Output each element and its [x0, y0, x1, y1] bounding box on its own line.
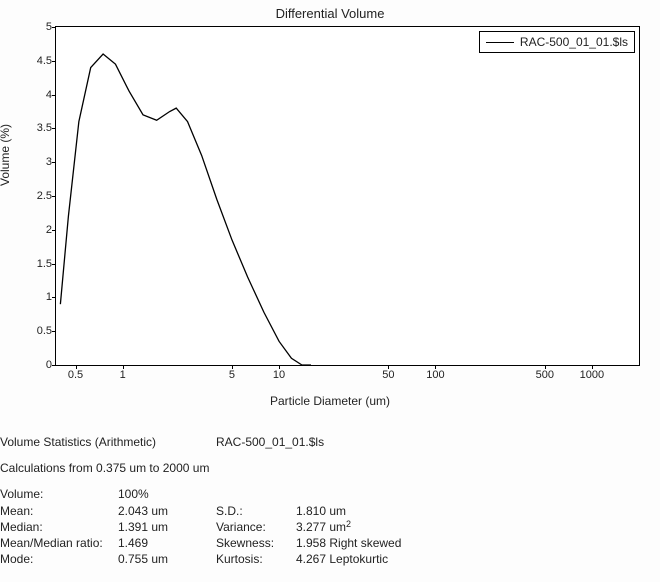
stats-header-file: RAC-500_01_01.$ls	[216, 434, 324, 450]
stat-label: Kurtosis:	[216, 551, 296, 567]
stat-label: S.D.:	[216, 503, 296, 519]
stats-calc-range: Calculations from 0.375 um to 2000 um	[0, 460, 654, 476]
stat-label: Median:	[0, 519, 118, 535]
stat-value: 0.755 um	[118, 551, 216, 567]
stat-value	[296, 486, 456, 502]
stat-label: Volume:	[0, 486, 118, 502]
chart-title: Differential Volume	[10, 6, 650, 21]
stats-row: Mode:0.755 umKurtosis:4.267 Leptokurtic	[0, 551, 654, 567]
stat-value: 4.267 Leptokurtic	[296, 551, 456, 567]
stat-label	[216, 486, 296, 502]
plot-area: RAC-500_01_01.$ls 00.511.522.533.544.550…	[55, 26, 640, 366]
y-axis-label: Volume (%)	[0, 124, 12, 186]
x-axis-label: Particle Diameter (um)	[10, 394, 650, 408]
chart-container: Differential Volume Volume (%) RAC-500_0…	[10, 6, 650, 406]
stat-value: 2.043 um	[118, 503, 216, 519]
stats-row: Median:1.391 umVariance:3.277 um2	[0, 519, 654, 535]
stat-label: Variance:	[216, 519, 296, 535]
stat-value: 1.469	[118, 535, 216, 551]
stat-value: 3.277 um2	[296, 519, 456, 535]
stats-row: Volume:100%	[0, 486, 654, 502]
chart-line	[56, 27, 639, 365]
stat-label: Mode:	[0, 551, 118, 567]
stat-label: Mean:	[0, 503, 118, 519]
stat-value: 100%	[118, 486, 216, 502]
stats-row: Mean:2.043 umS.D.:1.810 um	[0, 503, 654, 519]
stats-row: Mean/Median ratio:1.469Skewness:1.958 Ri…	[0, 535, 654, 551]
stat-label: Mean/Median ratio:	[0, 535, 118, 551]
stat-value: 1.810 um	[296, 503, 456, 519]
stat-value: 1.958 Right skewed	[296, 535, 456, 551]
stat-label: Skewness:	[216, 535, 296, 551]
stat-value: 1.391 um	[118, 519, 216, 535]
stats-block: Volume Statistics (Arithmetic) RAC-500_0…	[0, 434, 660, 567]
stats-header-label: Volume Statistics (Arithmetic)	[0, 434, 216, 450]
